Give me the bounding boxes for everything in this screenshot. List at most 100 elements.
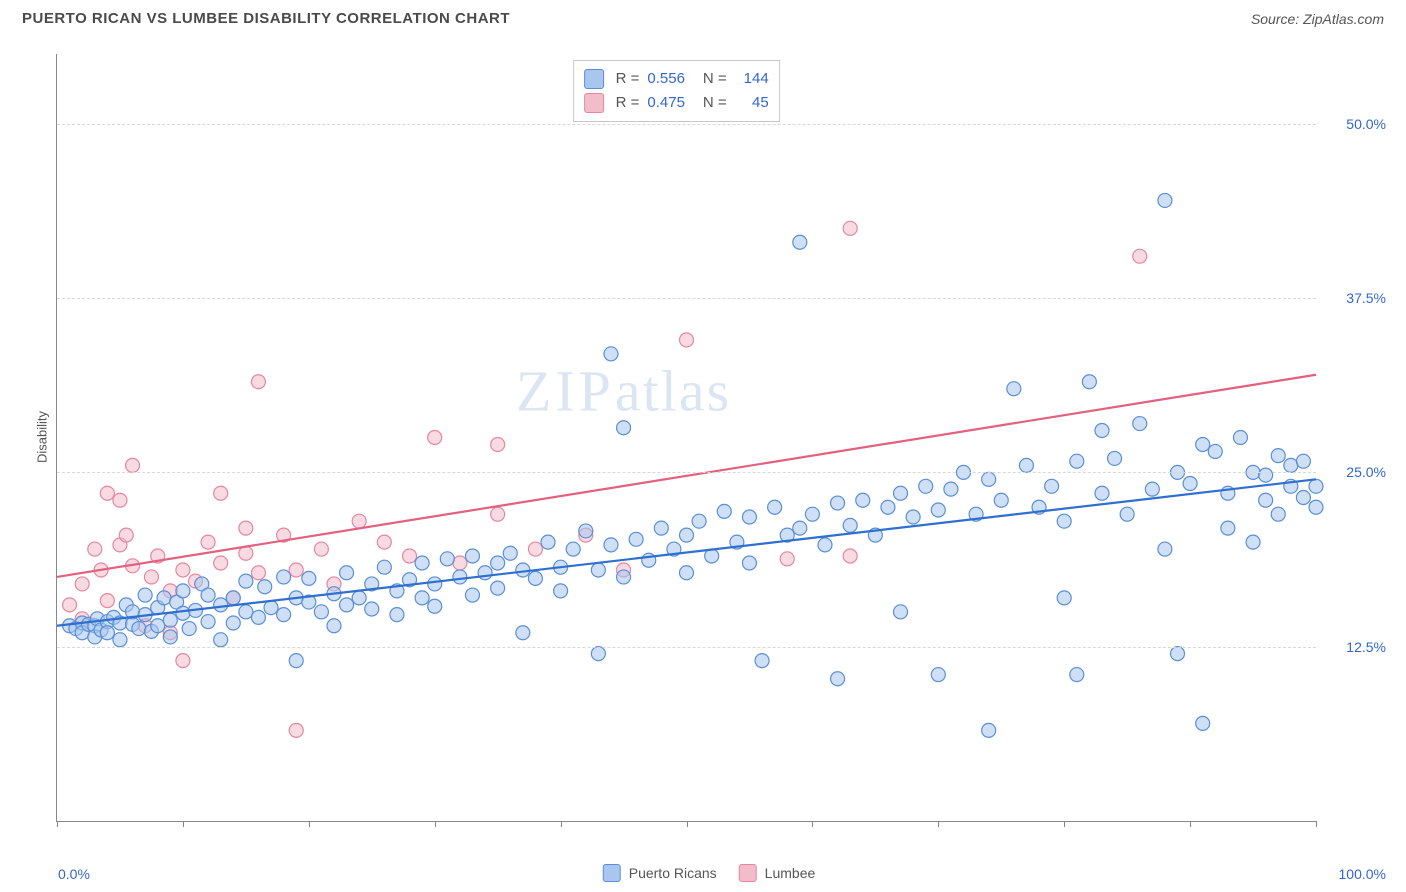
scatter-point [1309, 479, 1323, 493]
scatter-point [1271, 449, 1285, 463]
scatter-point [302, 571, 316, 585]
scatter-point [1309, 500, 1323, 514]
scatter-point [793, 521, 807, 535]
scatter-point [680, 566, 694, 580]
scatter-point [151, 619, 165, 633]
scatter-point [176, 563, 190, 577]
series-swatch [739, 864, 757, 882]
scatter-point [163, 613, 177, 627]
scatter-point [1070, 454, 1084, 468]
scatter-point [1158, 542, 1172, 556]
scatter-point [1007, 382, 1021, 396]
scatter-point [755, 654, 769, 668]
y-axis-tick-label: 25.0% [1346, 464, 1386, 480]
scatter-point [680, 528, 694, 542]
scatter-point [163, 630, 177, 644]
x-axis-label-max: 100.0% [1339, 866, 1386, 882]
scatter-point [201, 588, 215, 602]
scatter-point [377, 560, 391, 574]
chart-title: PUERTO RICAN VS LUMBEE DISABILITY CORREL… [22, 10, 510, 27]
scatter-point [365, 602, 379, 616]
scatter-point [894, 486, 908, 500]
stats-legend-box: R = 0.556N = 144R = 0.475N = 45 [573, 60, 780, 122]
scatter-point [119, 528, 133, 542]
chart-container: Disability ZIPatlas R = 0.556N = 144R = … [22, 42, 1396, 832]
scatter-point [100, 594, 114, 608]
scatter-point [132, 622, 146, 636]
y-axis-tick-label: 50.0% [1346, 116, 1386, 132]
scatter-point [1108, 451, 1122, 465]
scatter-point [894, 605, 908, 619]
scatter-point [1171, 647, 1185, 661]
scatter-point [931, 668, 945, 682]
scatter-point [251, 375, 265, 389]
scatter-point [239, 521, 253, 535]
scatter-point [1057, 514, 1071, 528]
scatter-point [113, 493, 127, 507]
scatter-point [1095, 486, 1109, 500]
scatter-point [214, 633, 228, 647]
scatter-point [629, 532, 643, 546]
legend-label: Lumbee [765, 865, 816, 881]
bottom-legend: Puerto Ricans Lumbee [603, 864, 816, 882]
scatter-point [843, 518, 857, 532]
scatter-point [1133, 249, 1147, 263]
scatter-point [100, 626, 114, 640]
scatter-point [843, 221, 857, 235]
scatter-point [182, 622, 196, 636]
scatter-point [126, 458, 140, 472]
scatter-point [377, 535, 391, 549]
scatter-point [453, 556, 467, 570]
scatter-point [1296, 454, 1310, 468]
scatter-point [214, 486, 228, 500]
scatter-point [428, 599, 442, 613]
scatter-point [226, 616, 240, 630]
scatter-point [1183, 477, 1197, 491]
series-swatch [584, 93, 604, 113]
stats-row: R = 0.556N = 144 [584, 67, 769, 91]
scatter-point [1259, 493, 1273, 507]
y-axis-label: Disability [35, 411, 50, 463]
scatter-point [793, 235, 807, 249]
scatter-point [579, 524, 593, 538]
chart-header: PUERTO RICAN VS LUMBEE DISABILITY CORREL… [0, 0, 1406, 33]
scatter-point [692, 514, 706, 528]
scatter-point [113, 633, 127, 647]
scatter-point [201, 535, 215, 549]
scatter-point [289, 723, 303, 737]
scatter-point [352, 514, 366, 528]
scatter-point [516, 626, 530, 640]
scatter-point [654, 521, 668, 535]
scatter-point [1221, 521, 1235, 535]
scatter-point [566, 542, 580, 556]
scatter-point [340, 566, 354, 580]
legend-item: Lumbee [739, 864, 816, 882]
scatter-point [491, 437, 505, 451]
scatter-point [88, 542, 102, 556]
y-axis-tick-label: 37.5% [1346, 290, 1386, 306]
scatter-point [239, 574, 253, 588]
scatter-point [428, 431, 442, 445]
scatter-point [1259, 468, 1273, 482]
scatter-point [277, 608, 291, 622]
x-axis-label-min: 0.0% [58, 866, 90, 882]
scatter-point [1057, 591, 1071, 605]
scatter-point [340, 598, 354, 612]
scatter-point [591, 563, 605, 577]
scatter-point [805, 507, 819, 521]
scatter-point [491, 507, 505, 521]
scatter-point [843, 549, 857, 563]
scatter-point [176, 654, 190, 668]
scatter-point [528, 571, 542, 585]
scatter-point [390, 608, 404, 622]
scatter-point [1019, 458, 1033, 472]
scatter-point [528, 542, 542, 556]
scatter-point [1196, 716, 1210, 730]
scatter-point [1296, 490, 1310, 504]
scatter-point [780, 552, 794, 566]
scatter-point [742, 556, 756, 570]
legend-label: Puerto Ricans [629, 865, 717, 881]
scatter-point [465, 549, 479, 563]
scatter-point [982, 472, 996, 486]
scatter-point [831, 672, 845, 686]
